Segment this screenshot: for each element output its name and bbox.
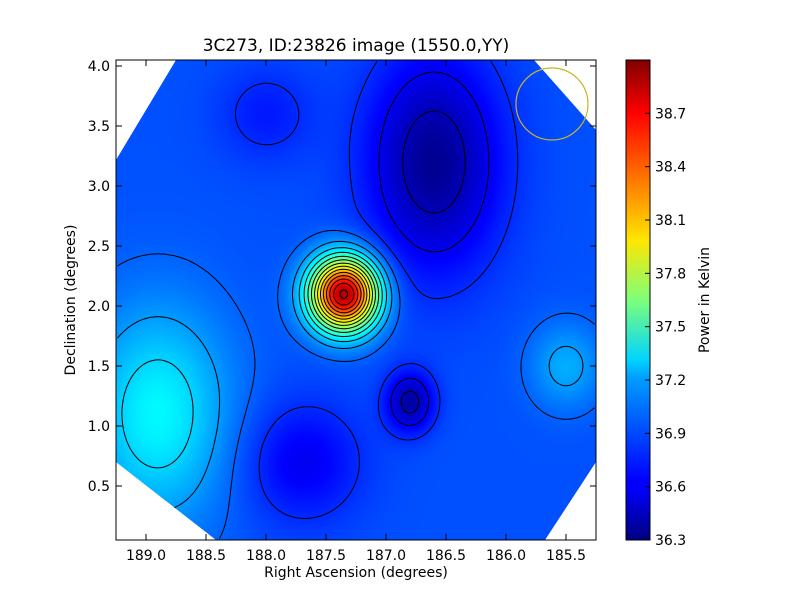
colorbar-tick-label: 36.3 [655,533,686,549]
contour-line [121,247,387,469]
contour-line [235,61,519,519]
colorbar-label: Power in Kelvin [697,247,713,353]
x-tick-label: 187.5 [306,548,346,564]
x-tick-label: 186.0 [486,548,526,564]
contour-lines [117,61,595,539]
contour-line [317,265,371,323]
contour-line [326,275,362,314]
beam-circle [515,67,589,141]
contour-line [307,255,380,333]
y-axis: 0.5 1.0 1.5 2.0 2.5 3.0 3.5 4.0 [88,59,596,495]
contour-line [333,282,355,306]
y-tick-label: 0.5 [88,479,110,495]
y-tick-label: 2.5 [88,239,110,255]
plot-area [115,59,597,541]
colorbar-tick-label: 37.2 [655,373,686,389]
x-tick-label: 185.5 [546,548,586,564]
plot-frame [115,59,597,541]
colorbar-tick-label: 37.5 [655,320,686,336]
contour-line [303,251,383,338]
colorbar: 36.3 36.6 36.9 37.2 37.5 37.8 38.1 38.4 38.7 Pow… [625,59,713,549]
colorbar-tick-label: 38.7 [655,106,686,122]
contour-line [339,289,349,299]
x-axis-label: Right Ascension (degrees) [264,565,448,581]
x-tick-label: 189.0 [126,548,166,564]
colorbar-tick-label: 38.4 [655,160,686,176]
colorbar-tick-label: 37.8 [655,266,686,282]
chart-title: 3C273, ID:23826 image (1550.0,YY) [203,36,510,56]
y-axis-label: Declination (degrees) [63,225,79,376]
x-tick-label: 186.5 [426,548,466,564]
y-tick-label: 4.0 [88,59,110,75]
y-tick-label: 1.0 [88,419,110,435]
contour-line [314,262,373,326]
y-tick-label: 2.0 [88,299,110,315]
x-tick-label: 187.0 [366,548,406,564]
contour-line [320,268,368,320]
y-tick-label: 3.5 [88,119,110,135]
colorbar-tick-label: 38.1 [655,213,686,229]
colorbar-gradient [625,59,651,541]
contour-line [311,259,376,330]
y-tick-label: 3.0 [88,179,110,195]
contour-line [378,71,490,427]
x-tick-label: 188.5 [186,548,226,564]
contour-line [400,110,466,414]
contour-line [329,278,359,310]
image-footprint [116,60,596,540]
contour-line [322,271,365,317]
colorbar-ticks: 36.3 36.6 36.9 37.2 37.5 37.8 38.1 38.4 38.7 [645,106,686,549]
contour-line [117,229,595,539]
x-tick-label: 188.0 [246,548,286,564]
colorbar-tick-label: 36.9 [655,426,686,442]
y-tick-label: 1.5 [88,359,110,375]
x-axis: 189.0 188.5 188.0 187.5 187.0 186.5 186.0 185.5 [126,60,586,564]
colorbar-tick-label: 36.6 [655,480,686,496]
heatmap-image [116,60,596,540]
